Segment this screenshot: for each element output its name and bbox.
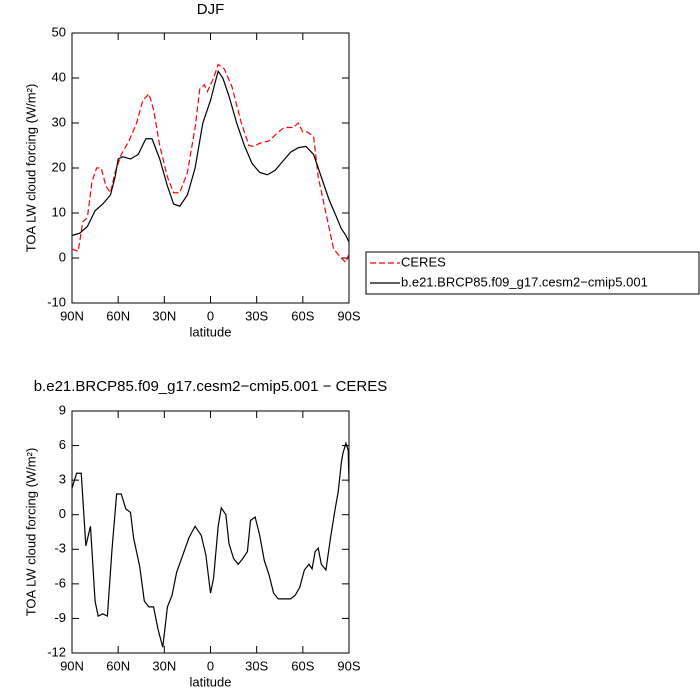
y-tick-label: 3: [59, 472, 66, 487]
y-tick-label: 40: [52, 69, 66, 84]
x-tick-label: 0: [207, 308, 214, 323]
y-tick-label: 0: [59, 249, 66, 264]
x-tick-label: 60N: [106, 308, 130, 323]
y-axis-label: TOA LW cloud forcing (W/m²): [23, 448, 38, 617]
x-tick-label: 0: [207, 658, 214, 673]
x-tick-label: 90N: [60, 308, 84, 323]
plot-frame: [71, 32, 350, 304]
x-tick-label: 90S: [337, 658, 360, 673]
chart-title: b.e21.BRCP85.f09_g17.cesm2−cmip5.001 − C…: [34, 378, 388, 395]
chart-title: DJF: [197, 1, 225, 18]
y-tick-label: 30: [52, 114, 66, 129]
series-line: [71, 63, 350, 264]
x-tick-label: 60N: [106, 658, 130, 673]
y-tick-label: 6: [59, 437, 66, 452]
x-tick-label: 30S: [245, 308, 268, 323]
x-tick-label: 60S: [291, 658, 314, 673]
x-axis-label: latitude: [190, 674, 232, 689]
series-line: [71, 69, 350, 243]
x-tick-label: 30N: [152, 658, 176, 673]
x-tick-label: 60S: [291, 308, 314, 323]
x-tick-label: 90S: [337, 308, 360, 323]
y-tick-label: 10: [52, 204, 66, 219]
x-tick-label: 30N: [152, 308, 176, 323]
x-tick-label: 90N: [60, 658, 84, 673]
y-axis-label: TOA LW cloud forcing (W/m²): [23, 84, 38, 253]
x-axis-label: latitude: [190, 324, 232, 339]
y-tick-label: -6: [54, 575, 66, 590]
y-tick-label: 9: [59, 402, 66, 417]
legend-label: b.e21.BRCP85.f09_g17.cesm2−cmip5.001: [401, 274, 648, 289]
y-tick-label: 50: [52, 24, 66, 39]
legend-box: [365, 251, 700, 295]
y-tick-label: -12: [47, 644, 66, 659]
x-tick-label: 30S: [245, 658, 268, 673]
y-tick-label: 0: [59, 506, 66, 521]
legend-label: CERES: [401, 254, 446, 269]
y-tick-label: -10: [47, 294, 66, 309]
y-tick-label: 20: [52, 159, 66, 174]
y-tick-label: -9: [54, 610, 66, 625]
data-line: [71, 441, 350, 648]
y-tick-label: -3: [54, 541, 66, 556]
